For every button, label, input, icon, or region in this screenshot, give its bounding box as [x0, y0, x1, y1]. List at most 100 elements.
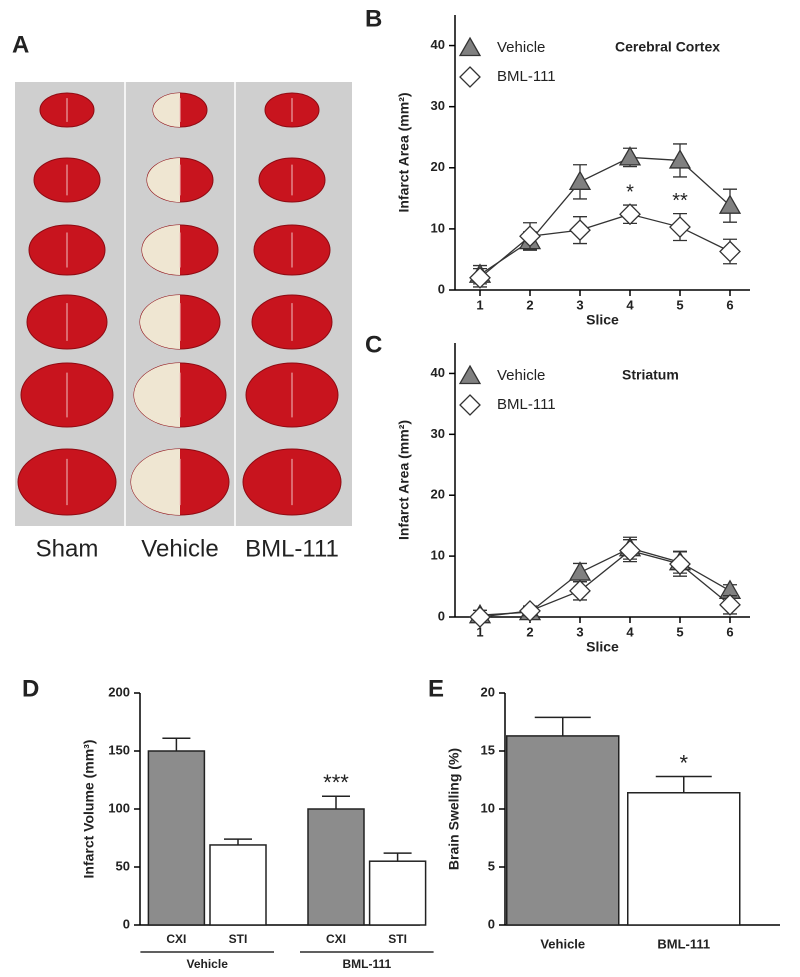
error-bar: [534, 716, 591, 736]
marker: [619, 539, 641, 562]
panel-letter: E: [428, 675, 444, 702]
marker: [669, 553, 691, 575]
y-axis-label: Infarct Volume (mm³): [81, 740, 97, 879]
panel-letter: A: [12, 31, 29, 58]
y-tick-label: 30: [431, 426, 445, 441]
legend-marker: [458, 364, 482, 385]
x-axis-label: Slice: [586, 312, 619, 328]
x-tick-label: 3: [576, 624, 583, 639]
panel-letter: D: [22, 675, 39, 702]
panel-letter: C: [365, 331, 382, 358]
significance-mark: **: [672, 190, 688, 212]
y-tick-label: 0: [438, 281, 445, 296]
x-tick-label: 3: [576, 297, 583, 312]
y-tick-label: 200: [108, 684, 130, 699]
y-tick-label: 5: [488, 858, 495, 873]
x-tick-label: CXI: [326, 932, 346, 946]
y-tick-label: 0: [488, 916, 495, 931]
series-line: [479, 156, 731, 276]
legend-marker: [458, 36, 482, 57]
error-bar: [224, 838, 252, 845]
legend-label: BML-111: [497, 396, 556, 413]
x-tick-label: BML-111: [657, 936, 710, 951]
x-tick-label: STI: [388, 932, 407, 946]
error-bar: [383, 852, 412, 862]
y-tick-label: 100: [108, 800, 130, 815]
bar: [209, 844, 267, 926]
panel-label: Striatum: [622, 367, 679, 383]
y-tick-label: 20: [431, 487, 445, 502]
y-tick-label: 50: [116, 858, 130, 873]
x-axis-label: Slice: [586, 639, 619, 655]
x-tick-label: 4: [626, 624, 634, 639]
marker: [568, 170, 592, 190]
marker: [469, 606, 491, 628]
infarct-region: [131, 449, 180, 515]
marker: [668, 149, 692, 169]
panel-letter: B: [365, 5, 382, 32]
legend-marker: [459, 394, 481, 416]
legend-marker: [459, 66, 481, 88]
x-tick-label: STI: [229, 932, 248, 946]
significance-mark: *: [626, 181, 634, 203]
bar: [307, 808, 365, 926]
y-tick-label: 15: [481, 742, 495, 757]
column-label: Sham: [36, 535, 99, 562]
marker: [568, 561, 592, 581]
legend-label: Vehicle: [497, 367, 545, 384]
y-tick-label: 10: [431, 220, 445, 235]
error-bar: [162, 737, 191, 751]
y-tick-label: 0: [123, 916, 130, 931]
y-axis-label: Brain Swelling (%): [446, 748, 462, 870]
error-bar: [655, 775, 712, 793]
error-bar: [322, 795, 350, 809]
marker: [569, 579, 591, 602]
x-tick-label: 6: [726, 624, 733, 639]
y-tick-label: 10: [431, 548, 445, 563]
x-tick-label: 2: [526, 297, 533, 312]
x-tick-label: 2: [526, 624, 533, 639]
infarct-region: [142, 225, 180, 275]
marker: [519, 225, 541, 248]
column-label: Vehicle: [141, 535, 218, 562]
bar: [368, 860, 427, 926]
y-tick-label: 0: [438, 608, 445, 623]
marker: [669, 216, 691, 238]
y-axis-label: Infarct Area (mm²): [396, 92, 412, 212]
y-axis-label: Infarct Area (mm²): [396, 420, 412, 540]
marker: [618, 146, 642, 166]
infarct-region: [147, 158, 180, 202]
x-tick-label: 1: [476, 297, 483, 312]
marker: [719, 593, 741, 616]
x-tick-label: 5: [676, 297, 683, 312]
y-tick-label: 10: [481, 800, 495, 815]
marker: [718, 194, 742, 214]
x-tick-label: 4: [626, 297, 634, 312]
bar: [506, 735, 620, 926]
significance-mark: ***: [323, 770, 349, 795]
marker: [619, 203, 641, 226]
bar: [147, 750, 206, 926]
series-line: [479, 547, 731, 616]
panel-label: Cerebral Cortex: [615, 39, 720, 55]
legend-label: BML-111: [497, 68, 556, 85]
y-tick-label: 40: [431, 365, 445, 380]
marker: [469, 266, 491, 289]
group-label: BML-111: [342, 957, 391, 971]
y-tick-label: 20: [481, 684, 495, 699]
legend-label: Vehicle: [497, 39, 545, 56]
bar: [627, 792, 741, 926]
x-tick-label: 5: [676, 624, 683, 639]
y-tick-label: 30: [431, 98, 445, 113]
column-label: BML-111: [245, 535, 339, 562]
series-line: [479, 213, 731, 279]
significance-mark: *: [679, 750, 688, 775]
infarct-region: [153, 93, 180, 127]
marker: [519, 599, 541, 622]
y-tick-label: 20: [431, 159, 445, 174]
x-tick-label: 6: [726, 297, 733, 312]
infarct-region: [140, 295, 180, 349]
x-tick-label: CXI: [166, 932, 186, 946]
